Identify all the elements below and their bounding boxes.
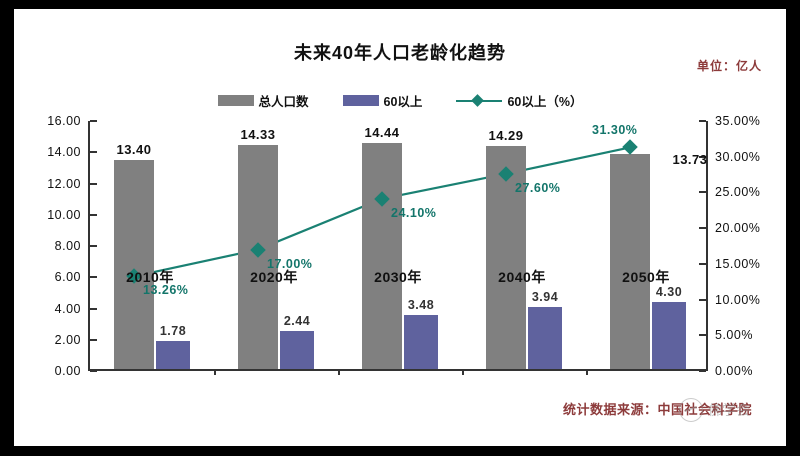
y-axis-tick-left: 2.00 (54, 332, 81, 347)
y-axis-tick-right: 0.00% (715, 364, 753, 378)
bar-label-total-population: 13.40 (116, 141, 152, 157)
x-axis-label: 2050年 (622, 269, 670, 285)
legend-label: 60以上 (383, 95, 423, 109)
y-axis-tickmark-left (90, 370, 97, 372)
y-axis-tick-right: 10.00% (715, 292, 761, 307)
y-axis-tick-left: 8.00 (54, 239, 81, 253)
x-axis-tickmark (462, 369, 464, 375)
legend-item-2: 60以上 (342, 91, 423, 110)
bar-elderly-population (280, 330, 314, 369)
bar-total-population (114, 159, 154, 369)
legend-label: 总人口数 (258, 95, 309, 109)
x-axis-label: 2020年 (250, 269, 298, 285)
y-axis-tickmark-right (699, 120, 706, 122)
y-axis-tick-right: 25.00% (715, 185, 761, 200)
legend-line-marker-icon (456, 93, 503, 107)
source-note: 统计数据来源：中国社会科学院 (562, 402, 752, 417)
bar-elderly-population (528, 307, 562, 369)
legend-label: 60以上（%） (507, 95, 583, 109)
y-axis-tick-right: 30.00% (715, 149, 761, 164)
x-axis-tickmark (586, 369, 588, 375)
bar-label-total-population: 14.33 (240, 127, 276, 143)
watermark-label: 佛学会 (708, 403, 750, 419)
y-axis-tickmark-right (699, 191, 706, 194)
bar-label-elderly-population: 4.30 (655, 284, 683, 299)
chart-legend: 总人口数 60以上 60以上（%） (14, 91, 786, 110)
y-axis-tickmark-right (699, 155, 706, 158)
y-axis-tickmark-left (90, 245, 97, 247)
y-axis-tickmark-left (90, 307, 97, 310)
line-label-elderly-percent: 31.30% (592, 123, 638, 138)
y-axis-tick-right: 15.00% (715, 256, 761, 271)
line-label-elderly-percent: 27.60% (515, 180, 561, 195)
y-axis-tickmark-left (90, 276, 97, 279)
y-axis-tickmark-left (90, 213, 97, 216)
y-axis-tick-left: 4.00 (54, 301, 81, 316)
y-axis-tickmark-right (699, 227, 706, 230)
y-axis-tick-left: 16.00 (47, 114, 81, 128)
y-axis-tick-right: 35.00% (715, 114, 761, 128)
y-axis-tick-left: 12.00 (47, 176, 81, 191)
y-axis-tickmark-left (90, 338, 97, 341)
chart-canvas: 未来40年人口老龄化趋势 单位：亿人 总人口数 60以上 60以上（%） 16.00… (14, 9, 786, 446)
y-axis-tick-left: 10.00 (47, 207, 81, 222)
x-axis-label: 2010年 (126, 269, 174, 285)
bar-total-population (486, 145, 526, 369)
y-axis-tick-left: 6.00 (54, 270, 81, 285)
bar-label-elderly-population: 2.44 (283, 313, 311, 328)
legend-item-3: 60以上（%） (456, 91, 582, 110)
y-axis-tick-left: 0.00 (54, 364, 81, 378)
x-axis-tickmark (214, 369, 216, 375)
bar-label-total-population: 13.73 (672, 152, 708, 168)
y-axis-tick-left: 14.00 (47, 145, 81, 160)
circle-logo-icon (679, 398, 703, 422)
line-label-elderly-percent: 13.26% (143, 283, 189, 298)
y-axis-tickmark-right (699, 370, 706, 372)
bar-elderly-population (652, 301, 686, 369)
legend-item-1: 总人口数 (217, 91, 309, 110)
bar-label-total-population: 14.29 (488, 127, 524, 143)
y-axis-tick-right: 5.00% (715, 328, 753, 343)
y-axis-tickmark-left (90, 151, 97, 154)
y-axis-tickmark-right (699, 262, 706, 265)
y-axis-tickmark-right (699, 298, 706, 301)
chart-title: 未来40年人口老龄化趋势 (293, 43, 507, 63)
y-axis-tick-right: 20.00% (715, 221, 761, 236)
y-axis-tickmark-left (90, 182, 97, 185)
bar-total-population (610, 154, 650, 369)
line-label-elderly-percent: 24.10% (391, 205, 437, 220)
x-axis-label: 2040年 (498, 269, 546, 285)
x-axis-tickmark (338, 369, 340, 375)
unit-note: 单位：亿人 (696, 59, 762, 73)
legend-swatch-icon (342, 95, 379, 106)
bar-label-elderly-population: 3.48 (407, 297, 435, 312)
plot-area: 16.00 14.00 12.00 10.00 8.00 6.00 4.00 2.00 0.00… (47, 114, 760, 378)
bar-label-elderly-population: 1.78 (159, 324, 187, 339)
watermark: 佛学会 (679, 398, 750, 422)
legend-swatch-icon (217, 95, 254, 106)
x-axis-label: 2030年 (374, 269, 422, 285)
bar-elderly-population (156, 341, 190, 369)
line-label-elderly-percent: 17.00% (267, 256, 313, 271)
bar-label-elderly-population: 3.94 (531, 290, 559, 305)
bar-label-total-population: 14.44 (364, 125, 400, 141)
bar-elderly-population (404, 314, 438, 369)
bar-total-population (362, 143, 402, 369)
y-axis-tickmark-right (699, 334, 706, 337)
y-axis-tickmark-left (90, 120, 97, 122)
